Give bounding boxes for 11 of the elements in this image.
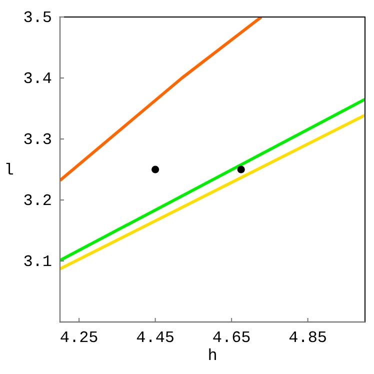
y-axis-title: l — [4, 162, 14, 180]
x-tick-label: 4.65 — [212, 329, 251, 347]
y-tick-label: 3.1 — [23, 253, 52, 271]
y-tick-label: 3.5 — [23, 9, 52, 27]
x-tick-label: 4.25 — [60, 329, 98, 347]
x-tick-label: 4.85 — [288, 329, 328, 347]
y-tick-label: 3.4 — [23, 70, 52, 88]
x-tick-label: 4.45 — [136, 329, 175, 347]
x-axis-title: h — [208, 347, 218, 365]
y-tick-label: 3.3 — [23, 131, 52, 149]
y-tick-label: 3.2 — [23, 192, 52, 210]
